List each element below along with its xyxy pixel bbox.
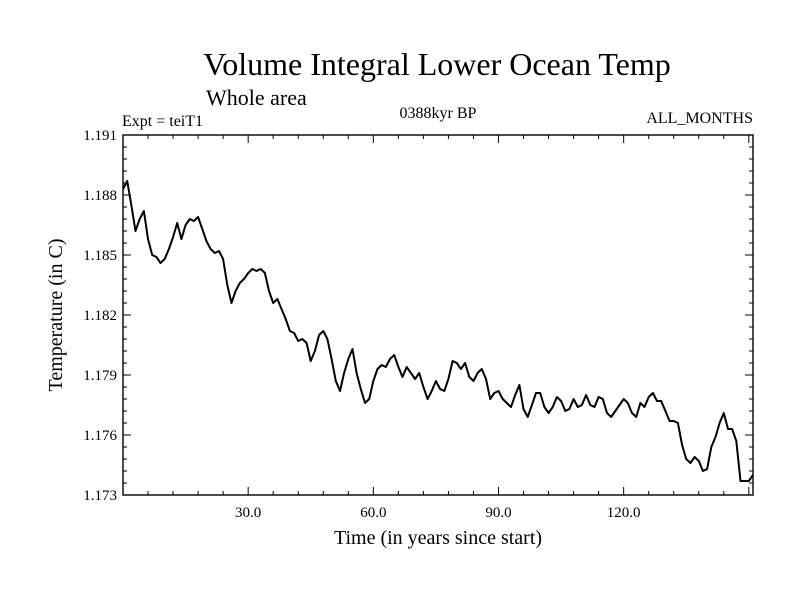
y-tick-label: 1.179 — [83, 368, 117, 384]
y-tick-label: 1.185 — [83, 248, 117, 264]
x-tick-label: 120.0 — [607, 505, 641, 521]
y-tick-label: 1.173 — [83, 488, 117, 504]
plot-frame — [122, 134, 754, 496]
x-tick-label: 30.0 — [235, 505, 261, 521]
y-tick-label: 1.176 — [83, 428, 117, 444]
series-layer — [122, 180, 754, 482]
y-tick-label: 1.188 — [83, 188, 117, 204]
series-line — [122, 180, 754, 482]
x-tick-label: 90.0 — [485, 505, 511, 521]
experiment-label: Expt = teiT1 — [122, 113, 203, 130]
x-axis-label: Time (in years since start) — [334, 527, 542, 549]
y-tick-label: 1.191 — [83, 128, 117, 144]
months-label: ALL_MONTHS — [646, 110, 753, 127]
x-tick-label: 60.0 — [360, 505, 386, 521]
y-axis-label: Temperature (in C) — [45, 239, 67, 392]
y-axis-ticks: 1.173 1.176 1.179 1.182 1.185 1.188 1.191 — [83, 128, 753, 504]
x-axis-ticks: 30.0 60.0 90.0 120.0 — [147, 135, 750, 521]
chart-title: Volume Integral Lower Ocean Temp — [203, 46, 671, 82]
period-label: 0388kyr BP — [400, 105, 477, 122]
y-tick-label: 1.182 — [83, 308, 117, 324]
chart-subtitle: Whole area — [206, 85, 307, 110]
